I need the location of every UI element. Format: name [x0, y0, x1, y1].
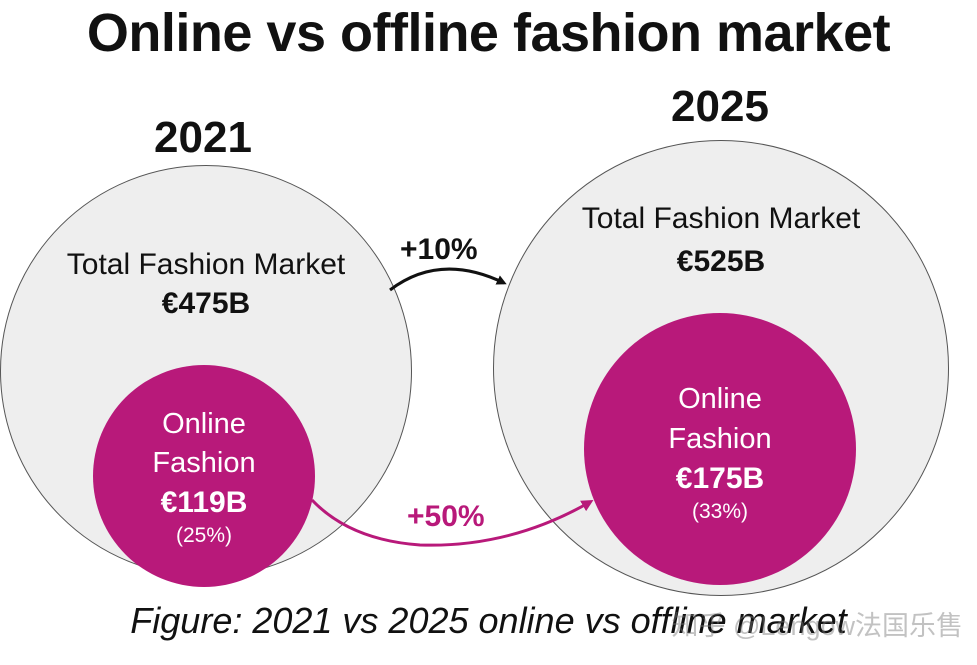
online-fashion-2025-share: (33%)	[691, 500, 749, 523]
online-growth-arrow	[310, 498, 594, 547]
online-fashion-2021-label-line1: Online	[162, 408, 246, 440]
online-fashion-2021-circle	[93, 365, 315, 587]
total-growth-label: +10%	[400, 233, 478, 266]
online-fashion-2021-share: (25%)	[175, 524, 233, 547]
year-2025-label: 2025	[671, 82, 769, 131]
figure-caption: Figure: 2021 vs 2025 online vs offline m…	[130, 600, 847, 641]
year-2021-label: 2021	[154, 113, 252, 162]
total-growth-arrow	[389, 267, 507, 292]
online-fashion-2021-value: €119B	[160, 486, 248, 519]
online-fashion-2025-circle	[584, 313, 856, 585]
online-fashion-2021-label-line2: Fashion	[152, 447, 256, 479]
online-fashion-2025-label-line1: Online	[678, 383, 762, 415]
total-market-2025-value: €525B	[676, 245, 766, 278]
online-fashion-2025-label-line2: Fashion	[668, 423, 772, 455]
total-market-2025-label: Total Fashion Market	[581, 202, 861, 235]
total-market-2021-label: Total Fashion Market	[66, 248, 346, 281]
watermark-text: 知乎 @Lengow法国乐售	[671, 611, 964, 641]
total-market-2021-value: €475B	[161, 287, 251, 320]
online-growth-label: +50%	[407, 500, 485, 533]
page-title: Online vs offline fashion market	[86, 3, 891, 63]
online-fashion-2025-value: €175B	[675, 462, 765, 495]
